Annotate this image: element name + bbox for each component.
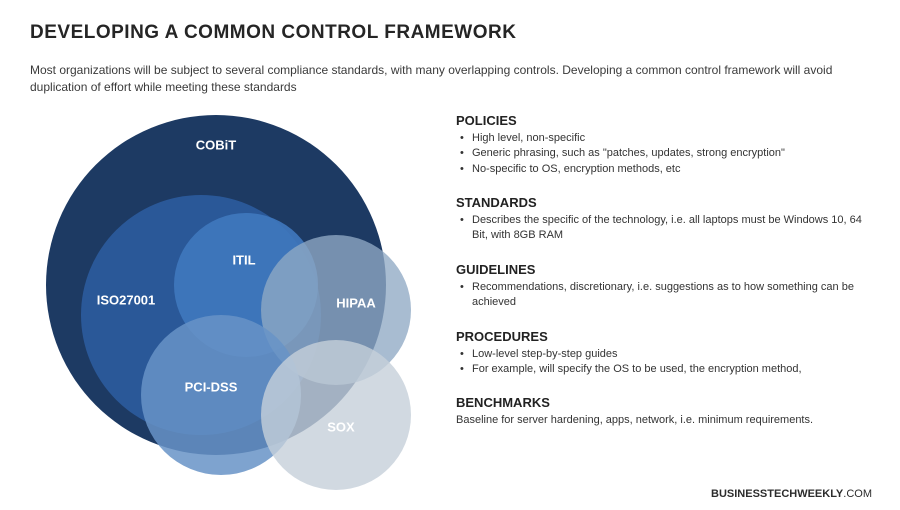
section-bullet: Low-level step-by-step guides — [458, 347, 864, 362]
section-body: Low-level step-by-step guidesFor example… — [456, 347, 864, 378]
footer-source: BUSINESSTECHWEEKLY.COM — [711, 488, 872, 500]
venn-label-itil: ITIL — [232, 252, 255, 267]
section-text: Baseline for server hardening, apps, net… — [456, 413, 864, 428]
section-body: Baseline for server hardening, apps, net… — [456, 413, 864, 428]
venn-label-iso: ISO27001 — [97, 292, 156, 307]
venn-label-hipaa: HIPAA — [336, 295, 375, 310]
content-row: COBiT ISO27001 ITIL HIPAA PCI-DSS SOX POLICIE… — [30, 105, 870, 485]
section-title: BENCHMARKS — [456, 395, 864, 410]
section-procedures: PROCEDURES Low-level step-by-step guidesF… — [456, 329, 864, 378]
section-bullet: Generic phrasing, such as "patches, upda… — [458, 146, 864, 161]
venn-circle-sox — [261, 340, 411, 490]
section-title: GUIDELINES — [456, 262, 864, 277]
section-benchmarks: BENCHMARKS Baseline for server hardening,… — [456, 395, 864, 428]
section-guidelines: GUIDELINES Recommendations, discretionary… — [456, 262, 864, 311]
venn-label-sox: SOX — [327, 419, 354, 434]
section-bullet: Describes the specific of the technology… — [458, 213, 864, 244]
venn-label-pci: PCI-DSS — [185, 379, 238, 394]
venn-diagram: COBiT ISO27001 ITIL HIPAA PCI-DSS SOX — [26, 105, 426, 485]
section-title: POLICIES — [456, 113, 864, 128]
section-policies: POLICIES High level, non-specificGeneric … — [456, 113, 864, 177]
sections-column: POLICIES High level, non-specificGeneric … — [456, 105, 870, 485]
page-title: DEVELOPING A COMMON CONTROL FRAMEWORK — [30, 22, 870, 44]
section-body: High level, non-specificGeneric phrasing… — [456, 131, 864, 177]
section-bullet: High level, non-specific — [458, 131, 864, 146]
footer-rest: .COM — [843, 488, 872, 500]
section-bullet: Recommendations, discretionary, i.e. sug… — [458, 280, 864, 311]
section-body: Describes the specific of the technology… — [456, 213, 864, 244]
section-title: STANDARDS — [456, 195, 864, 210]
page: DEVELOPING A COMMON CONTROL FRAMEWORK Mo… — [0, 0, 900, 510]
section-title: PROCEDURES — [456, 329, 864, 344]
section-body: Recommendations, discretionary, i.e. sug… — [456, 280, 864, 311]
section-bullet: For example, will specify the OS to be u… — [458, 362, 864, 377]
footer-bold: BUSINESSTECHWEEKLY — [711, 488, 843, 500]
section-standards: STANDARDS Describes the specific of the t… — [456, 195, 864, 244]
venn-label-cobit: COBiT — [196, 137, 236, 152]
page-subtitle: Most organizations will be subject to se… — [30, 62, 860, 97]
section-bullet: No-specific to OS, encryption methods, e… — [458, 162, 864, 177]
